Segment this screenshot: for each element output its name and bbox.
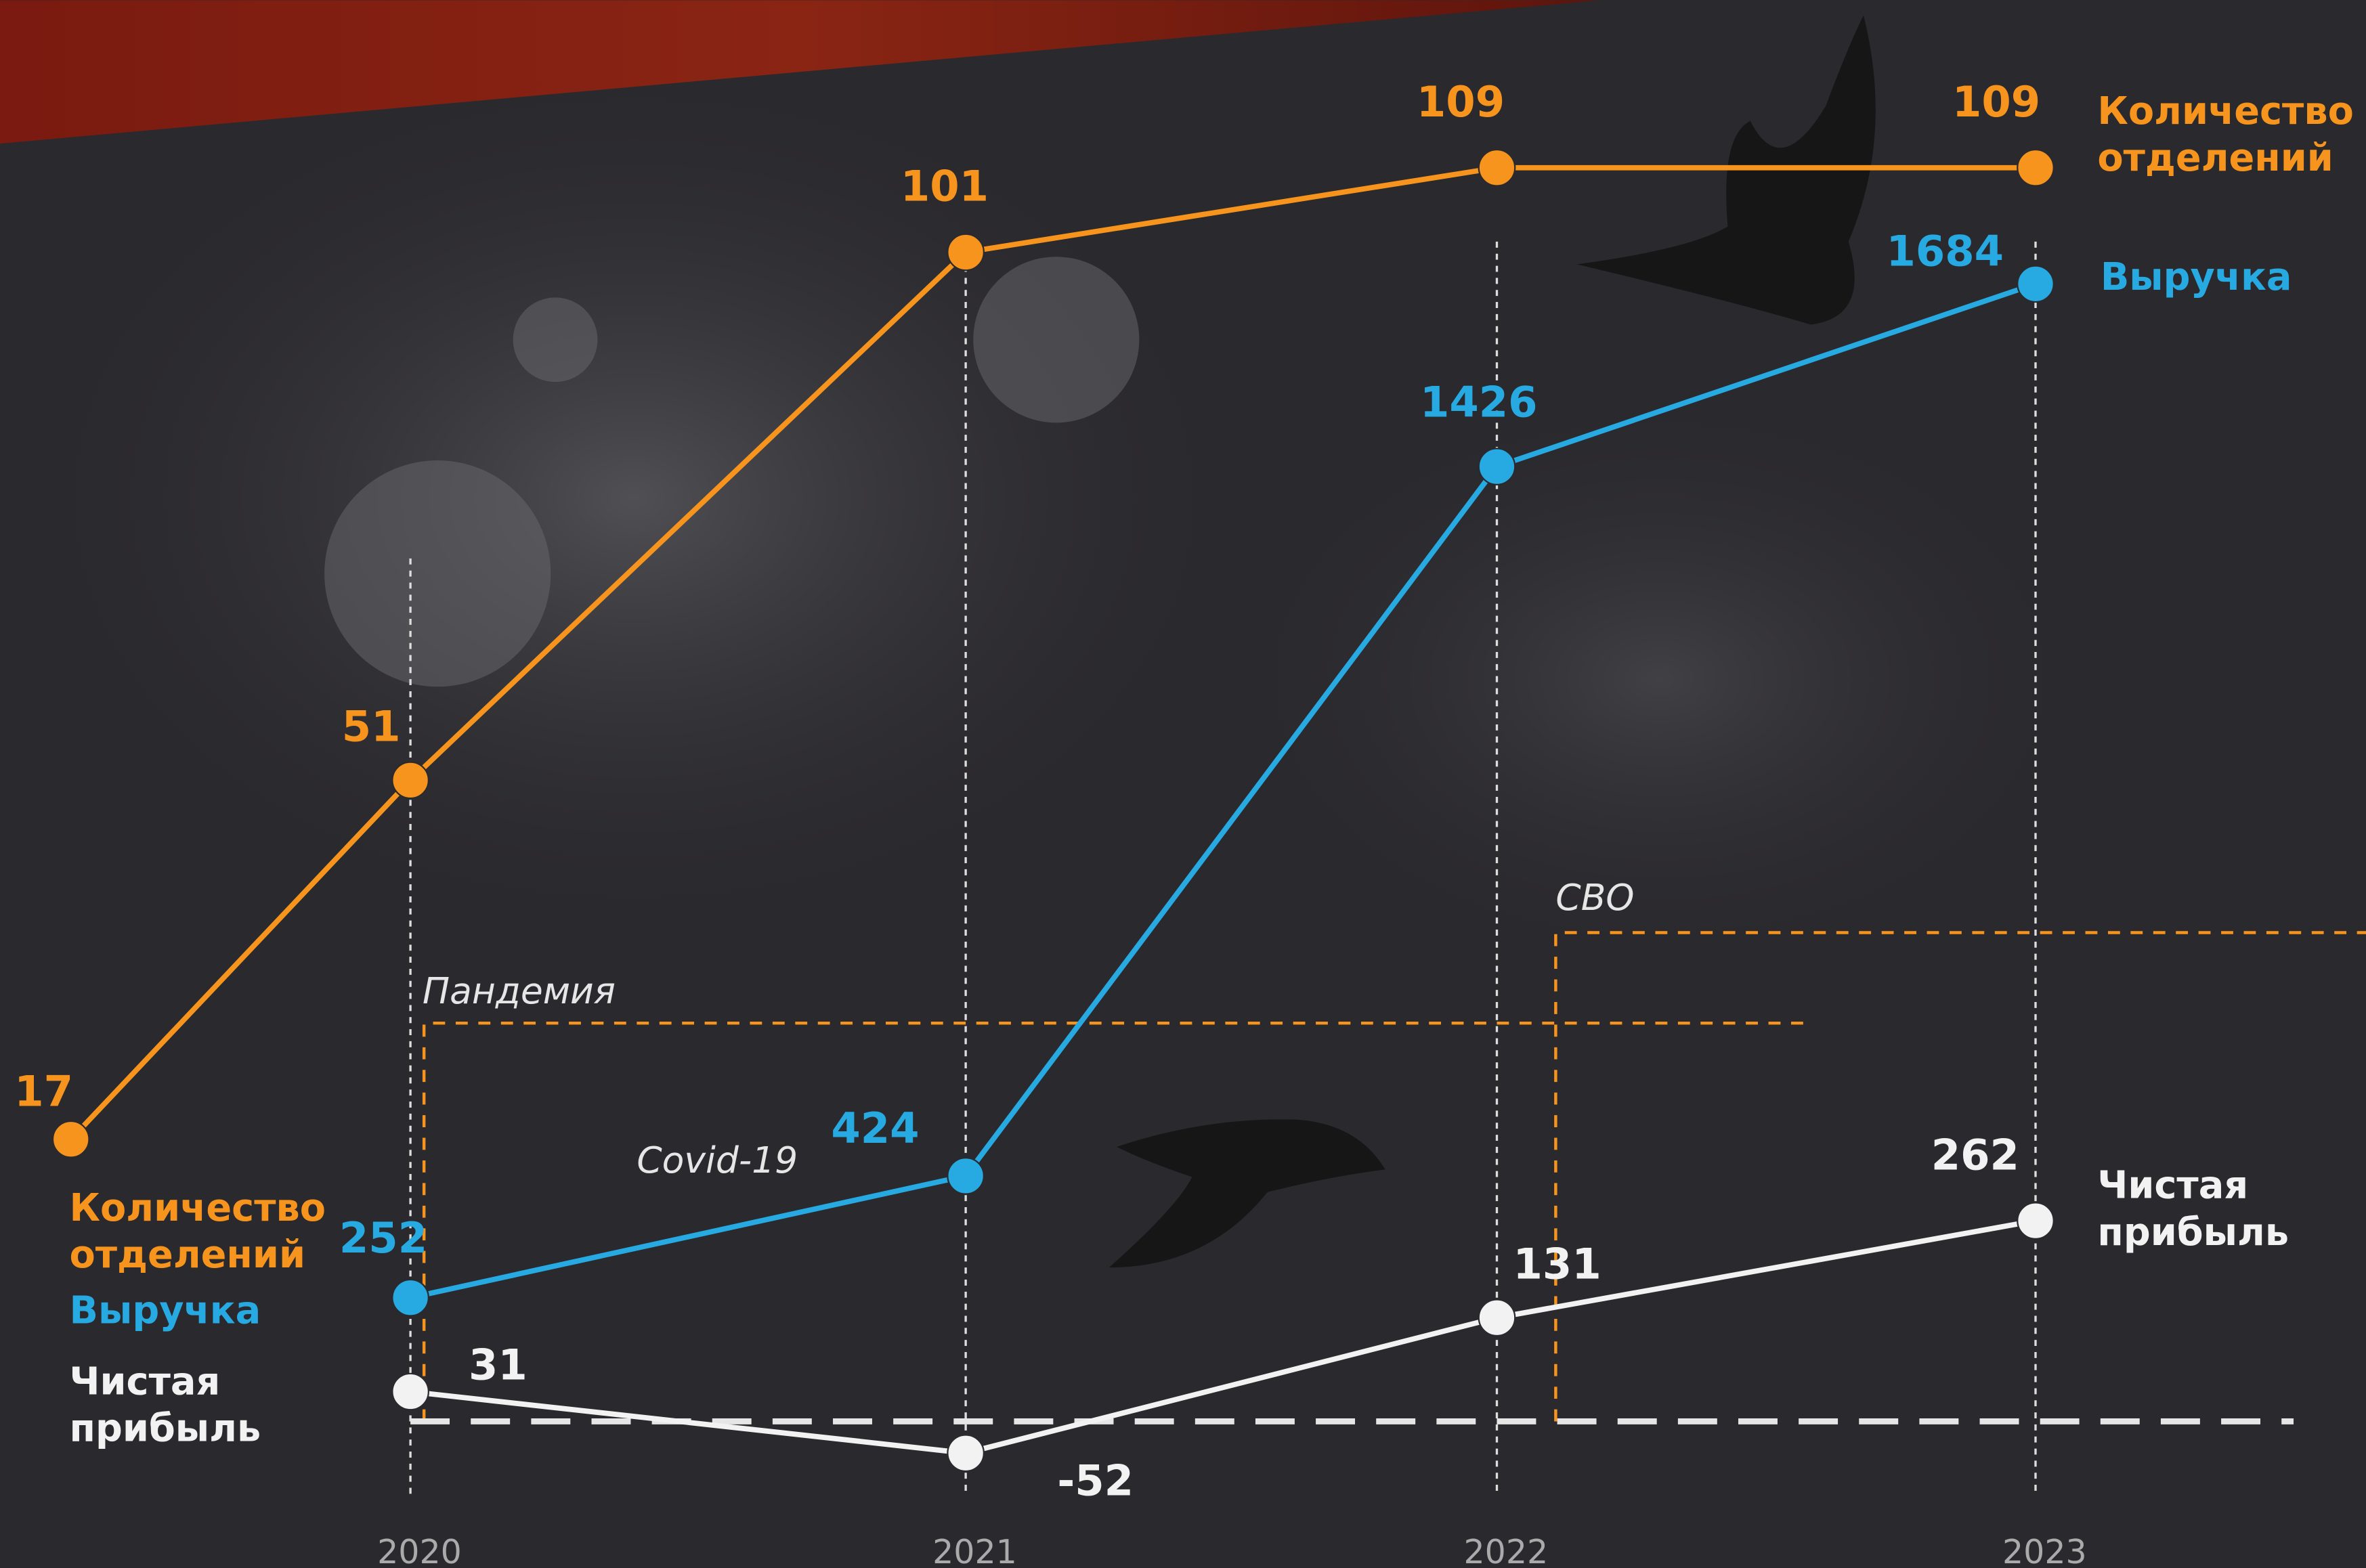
annotation: Covid-19 xyxy=(637,1139,798,1181)
legend-label: Чистая прибыль xyxy=(69,1359,261,1450)
annotation: Пандемия xyxy=(423,970,616,1012)
data-label: 131 xyxy=(1513,1239,1601,1288)
x-tick-label: 2021 xyxy=(932,1532,1017,1568)
data-point xyxy=(947,233,985,271)
data-label: 252 xyxy=(339,1213,427,1263)
virus-art xyxy=(513,297,598,383)
x-tick-label: 2022 xyxy=(1463,1532,1548,1568)
data-point xyxy=(947,1434,985,1473)
goose-art xyxy=(1576,15,1876,325)
legend-entry: Выручка xyxy=(2100,255,2292,299)
data-point xyxy=(2017,148,2055,187)
data-label: 17 xyxy=(14,1067,73,1116)
data-point xyxy=(947,1157,985,1195)
data-point xyxy=(391,761,429,800)
data-point xyxy=(391,1372,429,1411)
data-point xyxy=(51,1120,90,1158)
x-tick-label: 2020 xyxy=(377,1532,462,1568)
data-label: 101 xyxy=(901,162,989,211)
data-label: 31 xyxy=(469,1341,528,1390)
legend-entry: Количество отделений xyxy=(69,1185,326,1277)
data-point xyxy=(2017,1202,2055,1240)
legend-entry: Количество отделений xyxy=(2097,89,2354,180)
data-label: 424 xyxy=(831,1104,919,1153)
data-label: 1426 xyxy=(1420,378,1538,427)
data-label: 109 xyxy=(1952,77,2040,127)
data-label: 262 xyxy=(1931,1130,2019,1179)
legend-label: Выручка xyxy=(69,1288,261,1332)
series-line xyxy=(410,1218,2036,1456)
legend-label: Выручка xyxy=(2100,255,2292,299)
virus-art xyxy=(324,460,551,687)
data-point xyxy=(1478,1299,1516,1337)
background-art xyxy=(0,45,1268,951)
legend-label: Чистая прибыль xyxy=(2097,1163,2289,1255)
legend-entry: Чистая прибыль xyxy=(69,1359,261,1450)
header-band xyxy=(0,0,1600,144)
data-label: 109 xyxy=(1417,77,1505,127)
legend-entry: Выручка xyxy=(69,1288,261,1332)
svo-box xyxy=(1554,931,2366,1422)
data-label: 1684 xyxy=(1886,227,2004,276)
data-point xyxy=(2017,265,2055,303)
legend-label: Количество отделений xyxy=(69,1185,326,1277)
legend-entry: Чистая прибыль xyxy=(2097,1163,2289,1255)
data-point xyxy=(391,1278,429,1317)
x-tick-label: 2023 xyxy=(2002,1532,2087,1568)
pandemic-box xyxy=(422,1021,1811,1422)
series-line xyxy=(410,281,2037,1301)
goose-art xyxy=(1109,1119,1385,1268)
data-point xyxy=(1478,448,1516,485)
annotation: СВО xyxy=(1555,876,1634,919)
background-art xyxy=(1207,377,2113,981)
data-label: -52 xyxy=(1057,1456,1134,1506)
data-label: 51 xyxy=(342,701,401,751)
legend-label: Количество отделений xyxy=(2097,89,2354,180)
virus-art xyxy=(973,257,1140,423)
data-point xyxy=(1478,148,1516,187)
